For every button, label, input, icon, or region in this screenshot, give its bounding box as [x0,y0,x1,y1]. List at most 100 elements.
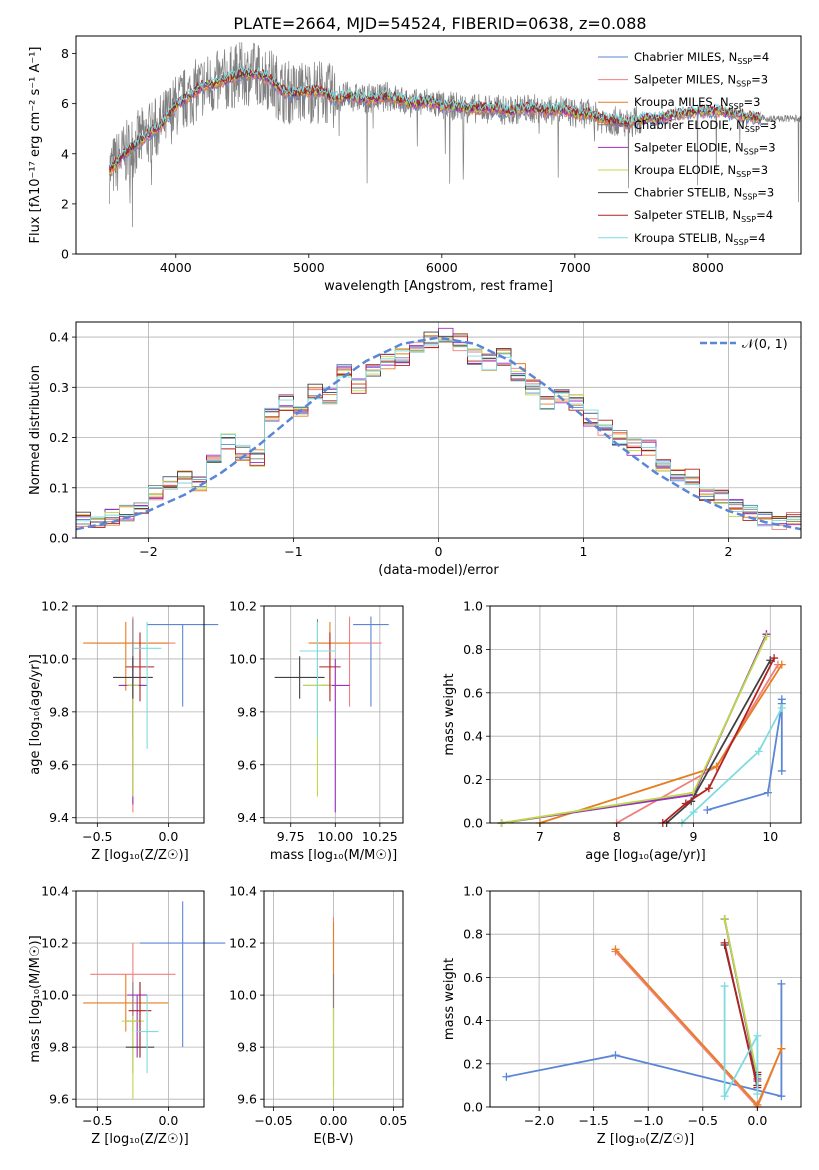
plot-area [75,327,802,538]
legend-subscript: SSP [742,193,757,202]
legend-subscript: SSP [737,57,752,66]
legend-entry: Chabrier ELODIE, NSSP=3 [634,118,777,134]
legend-suffix: =4 [756,208,773,222]
y-tick-label: 8 [61,46,69,61]
legend-suffix: =3 [751,73,768,87]
axes-frame [75,890,205,1108]
y-axis-label: mass weight [442,958,457,1040]
legend-entry: Salpeter ELODIE, NSSP=3 [634,140,776,156]
x-tick-label: −1.0 [633,1113,663,1128]
axes-frame [263,605,404,824]
y-tick-label: 9.8 [49,1040,69,1055]
y-tick-label: 10.0 [229,988,257,1003]
x-tick-label: 0 [435,544,443,559]
y-tick-label: 0.0 [49,531,69,546]
plot-area [83,616,219,813]
x-tick-label: 0.00 [320,1113,348,1128]
plot-area [502,915,786,1111]
data-point [777,660,786,669]
legend-entry: Kroupa MILES, NSSP=3 [634,95,760,111]
data-point [777,695,786,704]
y-tick-label: 9.8 [237,1040,257,1055]
x-tick-label: 8 [613,829,621,844]
axes-frame [263,890,404,1108]
x-tick-label: −2.0 [524,1113,554,1128]
legend-subscript: SSP [741,215,756,224]
panel-5: 7 8 9 10 0.0 0.2 0.4 0.6 0.8 1.0 age [log₁₀(age/yr… [442,599,802,863]
data-point [777,1044,786,1053]
panel-3: −0.5 0.0 9.4 9.6 9.8 10.0 10.2 Z [log₁₀(Z/Z☉)] a… [28,599,219,863]
axes-frame [75,321,802,539]
y-tick-label: 9.4 [237,810,257,825]
data-point [753,1090,762,1099]
y-axis-label: Normed distribution [28,365,43,495]
data-point [720,1092,729,1101]
y-tick-label: 0.0 [463,1100,483,1115]
x-tick-label: 10 [762,829,778,844]
y-tick-label: 10.0 [41,651,69,666]
y-tick-label: 2 [61,196,69,211]
y-axis-label: mass weight [442,673,457,755]
x-axis-label: (data-model)/error [378,563,499,578]
panel-8: −2.0 −1.5 −1.0 −0.5 0.0 0.0 0.2 0.4 0.6 0.8 1.0 Z [… [442,884,802,1147]
model-salpeter-stelib [108,66,761,172]
x-tick-label: −0.5 [82,829,112,844]
y-tick-label: 0.1 [49,480,69,495]
data-point [770,654,779,663]
x-tick-label: 0.0 [158,829,178,844]
plot-area [497,630,786,827]
y-axis-label: Flux [fλ10⁻¹⁷ erg cm⁻² s⁻¹ A⁻¹] [28,47,43,244]
y-tick-label: 10.4 [41,884,69,899]
legend-text: Chabrier STELIB, N [634,186,742,200]
y-tick-label: 0.2 [49,430,69,445]
x-tick-label: 1 [580,544,588,559]
x-tick-label: −0.05 [254,1113,292,1128]
y-tick-label: 10.4 [229,884,257,899]
x-tick-label: −2 [139,544,157,559]
y-tick-label: 0.8 [463,927,483,942]
y-tick-label: 0.4 [49,330,69,345]
legend-entry: Chabrier STELIB, NSSP=3 [634,186,774,202]
y-axis-label: age [log₁₀(age/yr)] [28,654,43,775]
x-axis-label: Z [log₁₀(Z/Z☉)] [597,1132,694,1147]
x-tick-label: 10.25 [362,829,398,844]
x-tick-label: −1.5 [578,1113,608,1128]
y-tick-label: 9.6 [49,1092,69,1107]
data-point [777,979,786,988]
y-tick-label: 0.8 [463,642,483,657]
panel-7: −0.05 0.00 0.05 9.6 9.8 10.0 10.2 10.4 E(B-V) [229,884,407,1148]
series-kroupa-elodie [723,918,759,1077]
y-tick-label: 10.2 [229,599,257,614]
y-tick-label: 0.4 [463,1013,483,1028]
histogram-chabrier-stelib [75,331,801,538]
data-point [777,766,786,775]
x-tick-label: 0.0 [158,1113,178,1128]
y-tick-label: 10.2 [41,599,69,614]
data-point [763,788,772,797]
panel-1: 4000 5000 6000 7000 8000 0 2 4 6 8 wavelength [Ang… [28,35,802,294]
legend-text: Salpeter ELODIE, N [634,140,744,154]
legend-suffix: =4 [752,50,769,64]
y-tick-label: 6 [61,96,69,111]
data-point [689,808,698,817]
x-axis-label: age [log₁₀(age/yr)] [585,848,706,863]
axes-frame [489,605,802,824]
y-tick-label: 10.2 [229,936,257,951]
y-tick-label: 0.0 [463,816,483,831]
y-tick-label: 4 [61,146,69,161]
figure-title: PLATE=2664, MJD=54524, FIBERID=0638, z=0… [233,14,646,33]
data-point [502,1072,511,1081]
data-point [611,945,620,954]
data-point [777,703,786,712]
legend-subscript: SSP [729,102,744,111]
legend-entry: Salpeter STELIB, NSSP=4 [634,208,773,224]
x-tick-label: 9 [690,829,698,844]
y-tick-label: 0.2 [463,1056,483,1071]
legend-text: Salpeter STELIB, N [634,208,741,222]
data-point [703,805,712,814]
x-axis-label: E(B-V) [313,1132,353,1147]
x-tick-label: 7000 [559,260,591,275]
legend-suffix: =3 [744,95,761,109]
